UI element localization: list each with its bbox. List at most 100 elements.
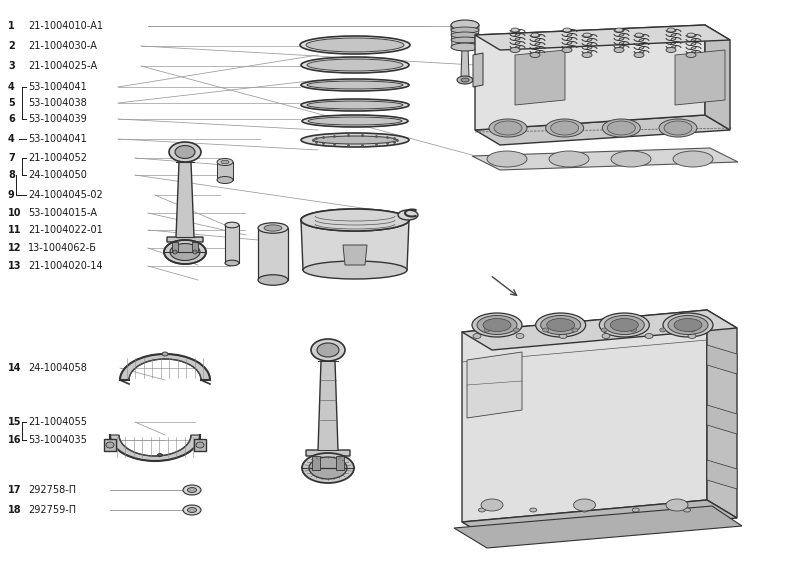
Polygon shape <box>475 25 705 130</box>
Ellipse shape <box>610 318 638 332</box>
Polygon shape <box>707 310 737 518</box>
Ellipse shape <box>451 27 479 33</box>
Ellipse shape <box>300 36 410 54</box>
Text: 3: 3 <box>8 61 14 71</box>
Ellipse shape <box>473 334 481 339</box>
Ellipse shape <box>311 339 345 361</box>
Ellipse shape <box>225 260 239 266</box>
Text: 13-1004062-Б: 13-1004062-Б <box>28 243 97 253</box>
Ellipse shape <box>542 328 549 332</box>
Text: 2: 2 <box>8 41 14 51</box>
Ellipse shape <box>398 210 418 220</box>
Ellipse shape <box>307 59 403 71</box>
Ellipse shape <box>604 316 644 335</box>
Text: 15: 15 <box>8 417 22 427</box>
Ellipse shape <box>614 48 624 53</box>
Ellipse shape <box>607 121 635 135</box>
Text: 10: 10 <box>8 208 22 218</box>
Text: 21-1004055: 21-1004055 <box>28 417 87 427</box>
Ellipse shape <box>217 158 233 165</box>
Text: 53-1004041: 53-1004041 <box>28 82 86 92</box>
Ellipse shape <box>164 240 206 264</box>
Ellipse shape <box>301 209 409 231</box>
Ellipse shape <box>170 244 200 260</box>
Ellipse shape <box>301 57 409 73</box>
Ellipse shape <box>301 209 409 231</box>
Ellipse shape <box>583 33 591 37</box>
Text: 24-1004045-02: 24-1004045-02 <box>28 190 102 200</box>
Text: 21-1004010-А1: 21-1004010-А1 <box>28 21 103 31</box>
Ellipse shape <box>477 316 517 335</box>
Ellipse shape <box>686 53 696 57</box>
Ellipse shape <box>659 119 697 137</box>
Ellipse shape <box>483 318 511 332</box>
Text: 53-1004039: 53-1004039 <box>28 114 86 124</box>
Polygon shape <box>343 245 367 265</box>
Ellipse shape <box>601 328 607 332</box>
Ellipse shape <box>303 261 407 279</box>
Ellipse shape <box>562 48 572 53</box>
Ellipse shape <box>688 334 696 339</box>
Ellipse shape <box>673 151 713 167</box>
Ellipse shape <box>674 318 702 332</box>
Ellipse shape <box>301 133 409 147</box>
Polygon shape <box>336 456 344 470</box>
Text: 8: 8 <box>8 170 15 180</box>
Ellipse shape <box>489 119 527 137</box>
Ellipse shape <box>461 78 469 82</box>
Ellipse shape <box>487 151 527 167</box>
Ellipse shape <box>264 225 282 231</box>
Ellipse shape <box>478 508 486 512</box>
Ellipse shape <box>196 442 204 448</box>
Polygon shape <box>473 53 483 87</box>
Ellipse shape <box>183 505 201 515</box>
Polygon shape <box>167 162 203 242</box>
Polygon shape <box>475 115 730 145</box>
Ellipse shape <box>511 28 519 32</box>
Ellipse shape <box>301 99 409 111</box>
Text: 21-1004020-14: 21-1004020-14 <box>28 261 102 271</box>
Ellipse shape <box>302 115 408 127</box>
Ellipse shape <box>175 146 195 158</box>
Ellipse shape <box>158 454 162 456</box>
Ellipse shape <box>510 48 520 53</box>
Polygon shape <box>306 361 350 456</box>
Text: 53-1004015-А: 53-1004015-А <box>28 208 97 218</box>
Text: 17: 17 <box>8 485 22 495</box>
Ellipse shape <box>306 38 404 52</box>
Ellipse shape <box>666 499 688 511</box>
Text: 6: 6 <box>8 114 14 124</box>
Ellipse shape <box>615 28 623 32</box>
Polygon shape <box>104 439 116 451</box>
Text: 21-1004052: 21-1004052 <box>28 153 87 163</box>
Ellipse shape <box>484 328 490 332</box>
Ellipse shape <box>308 117 402 125</box>
Text: 5: 5 <box>8 98 14 108</box>
Ellipse shape <box>663 313 713 337</box>
Text: 11: 11 <box>8 225 22 235</box>
Ellipse shape <box>301 79 409 91</box>
Polygon shape <box>312 456 320 470</box>
Ellipse shape <box>317 343 339 357</box>
Text: 9: 9 <box>8 190 14 200</box>
Ellipse shape <box>563 28 571 32</box>
Ellipse shape <box>602 119 640 137</box>
Ellipse shape <box>634 53 644 57</box>
Text: 1: 1 <box>8 21 14 31</box>
Polygon shape <box>515 50 565 105</box>
Ellipse shape <box>187 508 197 513</box>
Ellipse shape <box>309 457 347 479</box>
Ellipse shape <box>546 318 574 332</box>
Polygon shape <box>225 225 239 263</box>
Ellipse shape <box>313 136 397 144</box>
Polygon shape <box>467 352 522 418</box>
Ellipse shape <box>451 37 479 43</box>
Text: 13: 13 <box>8 261 22 271</box>
Ellipse shape <box>217 176 233 183</box>
Polygon shape <box>451 25 479 47</box>
Ellipse shape <box>536 313 586 337</box>
Ellipse shape <box>632 508 639 512</box>
Ellipse shape <box>546 119 584 137</box>
Ellipse shape <box>530 508 537 512</box>
Text: 21-1004030-А: 21-1004030-А <box>28 41 97 51</box>
